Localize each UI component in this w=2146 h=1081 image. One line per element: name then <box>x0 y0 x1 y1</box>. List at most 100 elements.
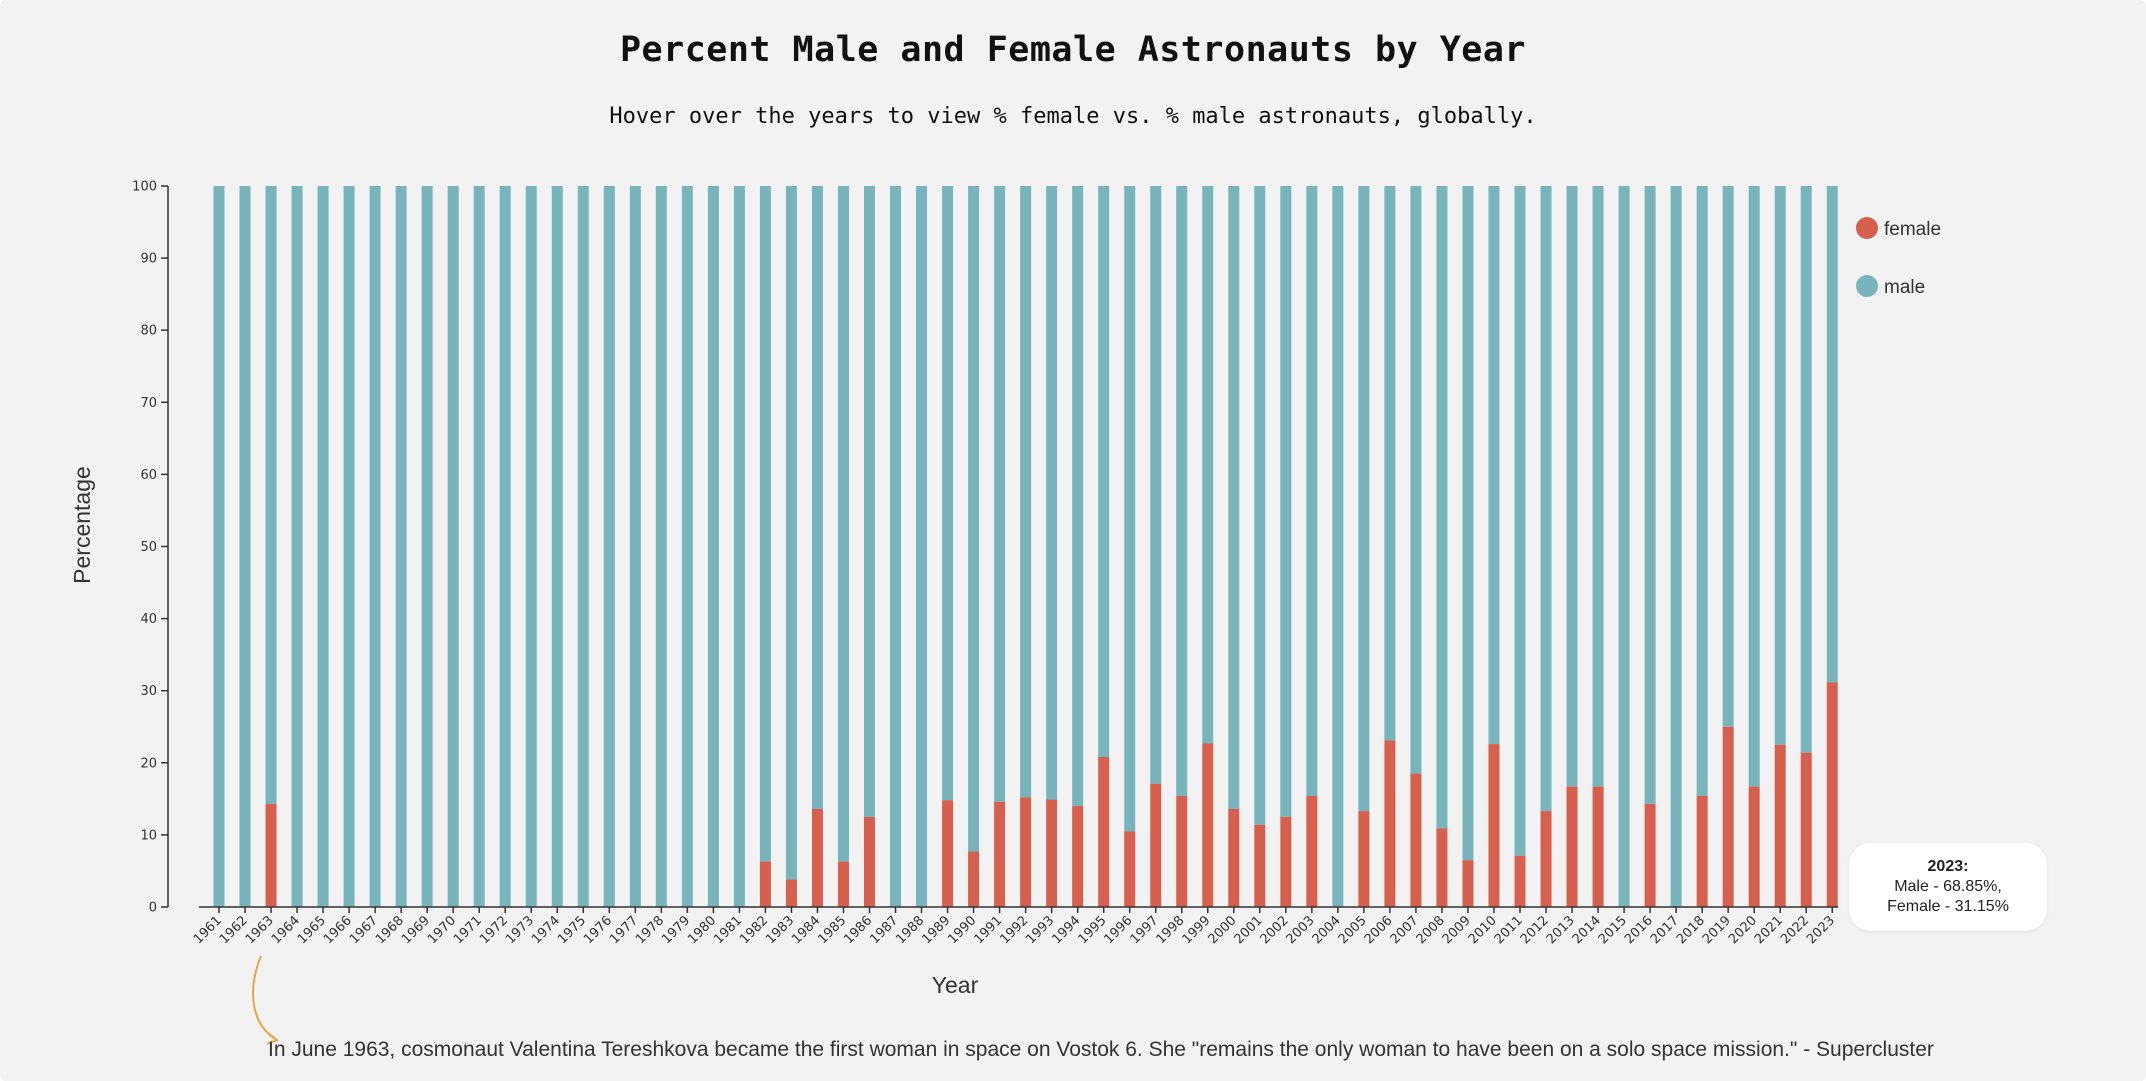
bar-female-1983[interactable] <box>785 879 797 907</box>
bar-male-2000[interactable] <box>1228 186 1240 809</box>
bar-male-1969[interactable] <box>421 186 433 907</box>
bar-female-1997[interactable] <box>1150 783 1162 907</box>
bar-female-2005[interactable] <box>1358 811 1370 907</box>
bar-male-1967[interactable] <box>369 186 381 907</box>
bar-female-1996[interactable] <box>1124 831 1136 907</box>
bar-female-2008[interactable] <box>1436 828 1448 907</box>
bar-male-1966[interactable] <box>343 186 355 907</box>
bar-male-1982[interactable] <box>759 186 771 862</box>
bar-male-2010[interactable] <box>1488 186 1500 745</box>
bar-male-1965[interactable] <box>317 186 329 907</box>
bar-male-1964[interactable] <box>291 186 303 907</box>
bar-female-1989[interactable] <box>942 800 954 907</box>
bar-male-1995[interactable] <box>1098 186 1110 758</box>
bar-male-1981[interactable] <box>733 186 745 907</box>
bar-female-2023[interactable] <box>1826 682 1838 907</box>
bar-male-2009[interactable] <box>1462 186 1474 861</box>
bar-male-1980[interactable] <box>707 186 719 907</box>
bar-female-1986[interactable] <box>864 816 875 907</box>
bar-male-1991[interactable] <box>994 186 1006 802</box>
bar-male-2004[interactable] <box>1332 186 1344 907</box>
bar-male-1988[interactable] <box>916 186 928 907</box>
bar-male-2013[interactable] <box>1566 186 1578 787</box>
bar-male-1976[interactable] <box>603 186 615 907</box>
bar-female-2019[interactable] <box>1722 726 1734 907</box>
bar-male-1983[interactable] <box>785 186 797 880</box>
bar-female-1994[interactable] <box>1072 806 1084 907</box>
bar-male-1986[interactable] <box>864 186 875 817</box>
bar-male-2001[interactable] <box>1254 186 1266 825</box>
bar-male-1994[interactable] <box>1072 186 1084 807</box>
bar-male-1990[interactable] <box>968 186 980 852</box>
bar-male-2022[interactable] <box>1800 186 1812 753</box>
bar-female-2011[interactable] <box>1514 855 1526 907</box>
bar-female-1993[interactable] <box>1046 799 1058 907</box>
bar-male-1998[interactable] <box>1176 186 1188 796</box>
bar-female-2021[interactable] <box>1774 744 1786 907</box>
bar-female-1995[interactable] <box>1098 757 1110 907</box>
bar-male-2019[interactable] <box>1722 186 1734 727</box>
bar-male-1997[interactable] <box>1150 186 1162 784</box>
bar-female-1963[interactable] <box>265 803 277 907</box>
bar-male-1971[interactable] <box>473 186 485 907</box>
bar-female-2016[interactable] <box>1644 803 1656 907</box>
bar-female-2022[interactable] <box>1800 752 1812 907</box>
bar-male-2018[interactable] <box>1696 186 1708 796</box>
bar-male-1961[interactable] <box>213 186 225 907</box>
bar-female-2006[interactable] <box>1384 740 1396 907</box>
bar-male-2011[interactable] <box>1514 186 1526 856</box>
bar-female-1984[interactable] <box>811 808 823 907</box>
bar-female-2018[interactable] <box>1696 795 1708 907</box>
bar-female-2007[interactable] <box>1410 773 1422 907</box>
bar-male-2008[interactable] <box>1436 186 1448 829</box>
bar-male-2015[interactable] <box>1618 186 1630 907</box>
bar-male-1985[interactable] <box>837 186 849 862</box>
bar-male-2003[interactable] <box>1306 186 1318 796</box>
bar-female-1990[interactable] <box>968 851 980 907</box>
bar-male-1979[interactable] <box>681 186 693 907</box>
bar-male-2005[interactable] <box>1358 186 1370 812</box>
bar-female-2020[interactable] <box>1748 786 1760 907</box>
bar-male-1970[interactable] <box>447 186 459 907</box>
bar-male-1973[interactable] <box>525 186 537 907</box>
bar-female-1999[interactable] <box>1202 743 1214 907</box>
bar-male-1974[interactable] <box>551 186 563 907</box>
bar-female-2000[interactable] <box>1228 808 1240 907</box>
bar-female-2001[interactable] <box>1254 824 1266 907</box>
bar-male-1992[interactable] <box>1020 186 1032 798</box>
bar-female-2014[interactable] <box>1592 786 1604 907</box>
bar-female-1992[interactable] <box>1020 797 1032 907</box>
bar-female-1982[interactable] <box>759 861 771 907</box>
bar-female-1998[interactable] <box>1176 795 1188 907</box>
bar-male-1968[interactable] <box>395 186 407 907</box>
bar-male-1999[interactable] <box>1202 186 1214 744</box>
bar-male-2007[interactable] <box>1410 186 1422 774</box>
bar-male-2023[interactable] <box>1826 186 1838 683</box>
bar-female-2013[interactable] <box>1566 786 1578 907</box>
bar-male-1996[interactable] <box>1124 186 1136 832</box>
bar-male-1962[interactable] <box>239 186 251 907</box>
bar-male-2012[interactable] <box>1540 186 1552 812</box>
bar-male-2014[interactable] <box>1592 186 1604 787</box>
bar-female-2003[interactable] <box>1306 795 1318 907</box>
bar-female-2012[interactable] <box>1540 811 1552 907</box>
bar-female-1985[interactable] <box>837 861 849 907</box>
bar-male-2021[interactable] <box>1774 186 1786 745</box>
bar-male-1989[interactable] <box>942 186 954 801</box>
bar-male-1993[interactable] <box>1046 186 1058 800</box>
bar-male-1978[interactable] <box>655 186 667 907</box>
bar-male-1984[interactable] <box>811 186 823 809</box>
bar-female-2002[interactable] <box>1280 816 1292 907</box>
bar-male-1987[interactable] <box>890 186 902 907</box>
bar-male-2006[interactable] <box>1384 186 1396 741</box>
bar-male-2017[interactable] <box>1670 186 1682 907</box>
bar-male-1963[interactable] <box>265 186 277 804</box>
bar-male-2020[interactable] <box>1748 186 1760 787</box>
bar-female-2010[interactable] <box>1488 744 1500 907</box>
bar-male-1972[interactable] <box>499 186 511 907</box>
bar-male-1977[interactable] <box>629 186 641 907</box>
bar-female-2009[interactable] <box>1462 860 1474 907</box>
bar-male-1975[interactable] <box>577 186 589 907</box>
bar-male-2016[interactable] <box>1644 186 1656 804</box>
bar-female-1991[interactable] <box>994 801 1006 907</box>
